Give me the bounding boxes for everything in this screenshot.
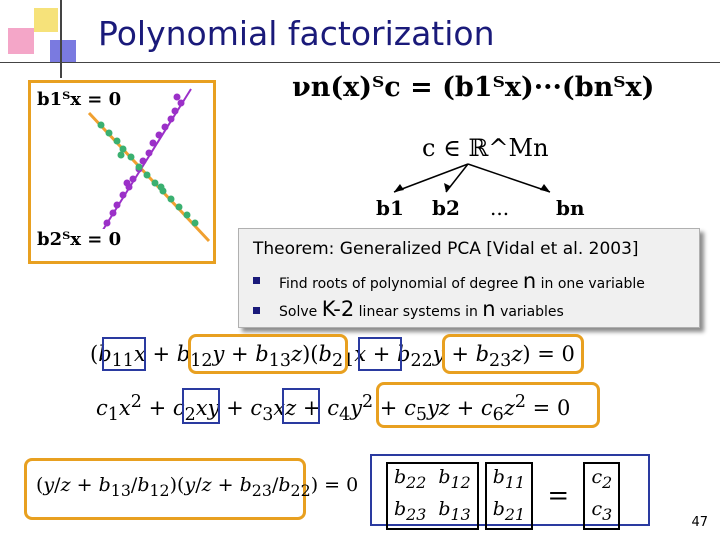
- highlight-b22-b23: [442, 334, 584, 374]
- factor-bn: bn: [556, 196, 585, 220]
- slide-title: Polynomial factorization: [98, 14, 495, 53]
- subspace-figure: b1ᵀx = 0 b2ᵀx = 0: [28, 80, 216, 264]
- subspace-plot: [87, 88, 211, 243]
- decor-square-pink: [8, 28, 34, 54]
- theorem-bullet-2: Solve K-2 linear systems in n variables: [279, 297, 564, 321]
- highlight-c4-c5-c6: [376, 382, 600, 428]
- factor-tree: [393, 163, 551, 193]
- factorization-equation: νn(x)ᵀc = (b1ᵀx)···(bnᵀx): [292, 72, 655, 103]
- matrix-b: b22 b12 b23 b13: [385, 462, 479, 530]
- decor-square-yellow: [34, 8, 58, 32]
- factor-dots: ...: [490, 196, 510, 220]
- vector-b: b11 b21: [484, 462, 534, 530]
- highlight-b21: [358, 337, 402, 371]
- bullet-1-marker: [253, 277, 260, 284]
- label-b2-eq: b2ᵀx = 0: [37, 229, 122, 250]
- factor-b1: b1: [376, 196, 404, 220]
- page-number: 47: [691, 515, 708, 530]
- highlight-c3: [282, 388, 320, 424]
- matrix-equation: b22 b12 b23 b13 b11 b21 = c2 c3: [385, 462, 621, 530]
- theorem-box: Theorem: Generalized PCA [Vidal et al. 2…: [238, 228, 700, 328]
- expanded-polynomial: c1x2 + c2xy + c3xz + c4y2 + c5yz + c6z2 …: [96, 392, 571, 426]
- factor-b2: b2: [432, 196, 460, 220]
- highlight-b11: [102, 337, 146, 371]
- highlight-c2: [182, 388, 220, 424]
- decor-vline: [60, 0, 62, 78]
- ratio-equation-box: [24, 458, 306, 520]
- theorem-bullet-1: Find roots of polynomial of degree n in …: [279, 269, 645, 293]
- highlight-b12-b13: [188, 334, 348, 374]
- bullet-2-marker: [253, 307, 260, 314]
- product-equation: (b11x + b12y + b13z)(b21x + b22y + b23z)…: [90, 342, 575, 372]
- coefficient-space: c ∈ ℝ^Mn: [422, 134, 549, 162]
- theorem-title: Theorem: Generalized PCA [Vidal et al. 2…: [253, 239, 639, 259]
- label-b1-eq: b1ᵀx = 0: [37, 89, 122, 110]
- decor-square-blue: [50, 40, 76, 62]
- ratio-equation: (y/z + b13/b12)(y/z + b23/b22) = 0: [36, 474, 359, 500]
- vector-c: c2 c3: [583, 462, 621, 530]
- decor-hline: [0, 62, 720, 63]
